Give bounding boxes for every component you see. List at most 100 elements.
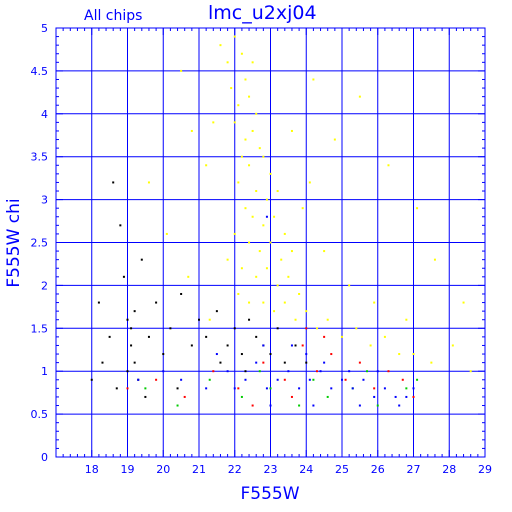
data-point	[451, 344, 454, 347]
data-point	[312, 378, 315, 381]
data-point	[269, 241, 272, 244]
data-point	[273, 215, 276, 218]
data-point	[412, 387, 415, 390]
data-point	[240, 395, 243, 398]
data-point	[305, 327, 308, 330]
data-point	[394, 395, 397, 398]
data-point	[244, 370, 247, 373]
data-point	[162, 370, 165, 373]
x-axis-label: F555W	[240, 484, 299, 504]
data-point	[180, 378, 183, 381]
x-tick-label: 25	[335, 463, 349, 476]
data-point	[237, 387, 240, 390]
data-point	[190, 344, 193, 347]
data-point	[255, 190, 258, 193]
data-point	[373, 301, 376, 304]
data-point	[126, 370, 129, 373]
series-4	[137, 215, 415, 407]
data-point	[205, 387, 208, 390]
data-point	[348, 284, 351, 287]
data-point	[269, 404, 272, 407]
data-point	[97, 301, 100, 304]
data-point	[416, 207, 419, 210]
data-point	[240, 155, 243, 158]
data-point	[433, 258, 436, 261]
data-point	[233, 232, 236, 235]
data-point	[240, 353, 243, 356]
data-point	[187, 275, 190, 278]
data-point	[262, 301, 265, 304]
data-point	[208, 318, 211, 321]
y-tick-label: 4	[41, 108, 48, 121]
data-point	[119, 224, 122, 227]
data-point	[176, 404, 179, 407]
data-point	[262, 344, 265, 347]
data-point	[144, 387, 147, 390]
data-point	[251, 129, 254, 132]
data-point	[205, 164, 208, 167]
data-point	[262, 224, 265, 227]
data-point	[215, 310, 218, 313]
data-point	[398, 404, 401, 407]
data-point	[369, 344, 372, 347]
data-point	[115, 387, 118, 390]
data-point	[323, 335, 326, 338]
data-point	[183, 395, 186, 398]
data-point	[283, 232, 286, 235]
data-point	[108, 335, 111, 338]
y-tick-label: 0	[41, 451, 48, 464]
data-point	[276, 378, 279, 381]
data-point	[276, 327, 279, 330]
data-point	[205, 335, 208, 338]
y-tick-label: 4.5	[31, 65, 49, 78]
data-point	[330, 353, 333, 356]
data-point	[276, 284, 279, 287]
data-point	[226, 344, 229, 347]
data-point	[233, 35, 236, 38]
y-tick-label: 3	[41, 194, 48, 207]
data-point	[469, 370, 472, 373]
data-point	[237, 104, 240, 107]
data-point	[265, 215, 268, 218]
data-point	[373, 387, 376, 390]
x-tick-label: 19	[121, 463, 135, 476]
x-tick-labels: 18 19 20 21 22 23 24 25 26 27 28 29	[85, 463, 492, 476]
data-point	[126, 318, 129, 321]
data-point	[248, 301, 251, 304]
series-0	[147, 35, 472, 373]
data-point	[255, 361, 258, 364]
data-point	[366, 370, 369, 373]
data-point	[248, 164, 251, 167]
data-point	[244, 378, 247, 381]
x-tick-label: 22	[228, 463, 242, 476]
data-point	[233, 121, 236, 124]
data-point	[198, 318, 200, 321]
data-point	[137, 378, 140, 381]
x-tick-label: 21	[192, 463, 206, 476]
data-point	[233, 387, 236, 390]
x-tick-label: 20	[156, 463, 170, 476]
y-tick-label: 0.5	[31, 408, 49, 421]
data-point	[308, 378, 311, 381]
data-point	[240, 267, 243, 270]
data-point	[287, 275, 290, 278]
data-point	[301, 207, 304, 210]
data-point	[283, 301, 286, 304]
data-point	[244, 138, 247, 141]
data-point	[387, 370, 390, 373]
data-point	[251, 215, 254, 218]
data-point	[280, 258, 283, 261]
data-point	[133, 361, 136, 364]
data-point	[305, 361, 308, 364]
data-point	[416, 378, 419, 381]
data-point	[376, 370, 379, 373]
data-point	[323, 250, 326, 253]
data-point	[251, 61, 254, 64]
data-point	[258, 147, 261, 150]
data-point	[273, 310, 276, 313]
data-point	[255, 275, 258, 278]
data-point	[358, 361, 361, 364]
data-point	[326, 395, 329, 398]
data-point	[355, 327, 358, 330]
data-point	[265, 198, 268, 201]
